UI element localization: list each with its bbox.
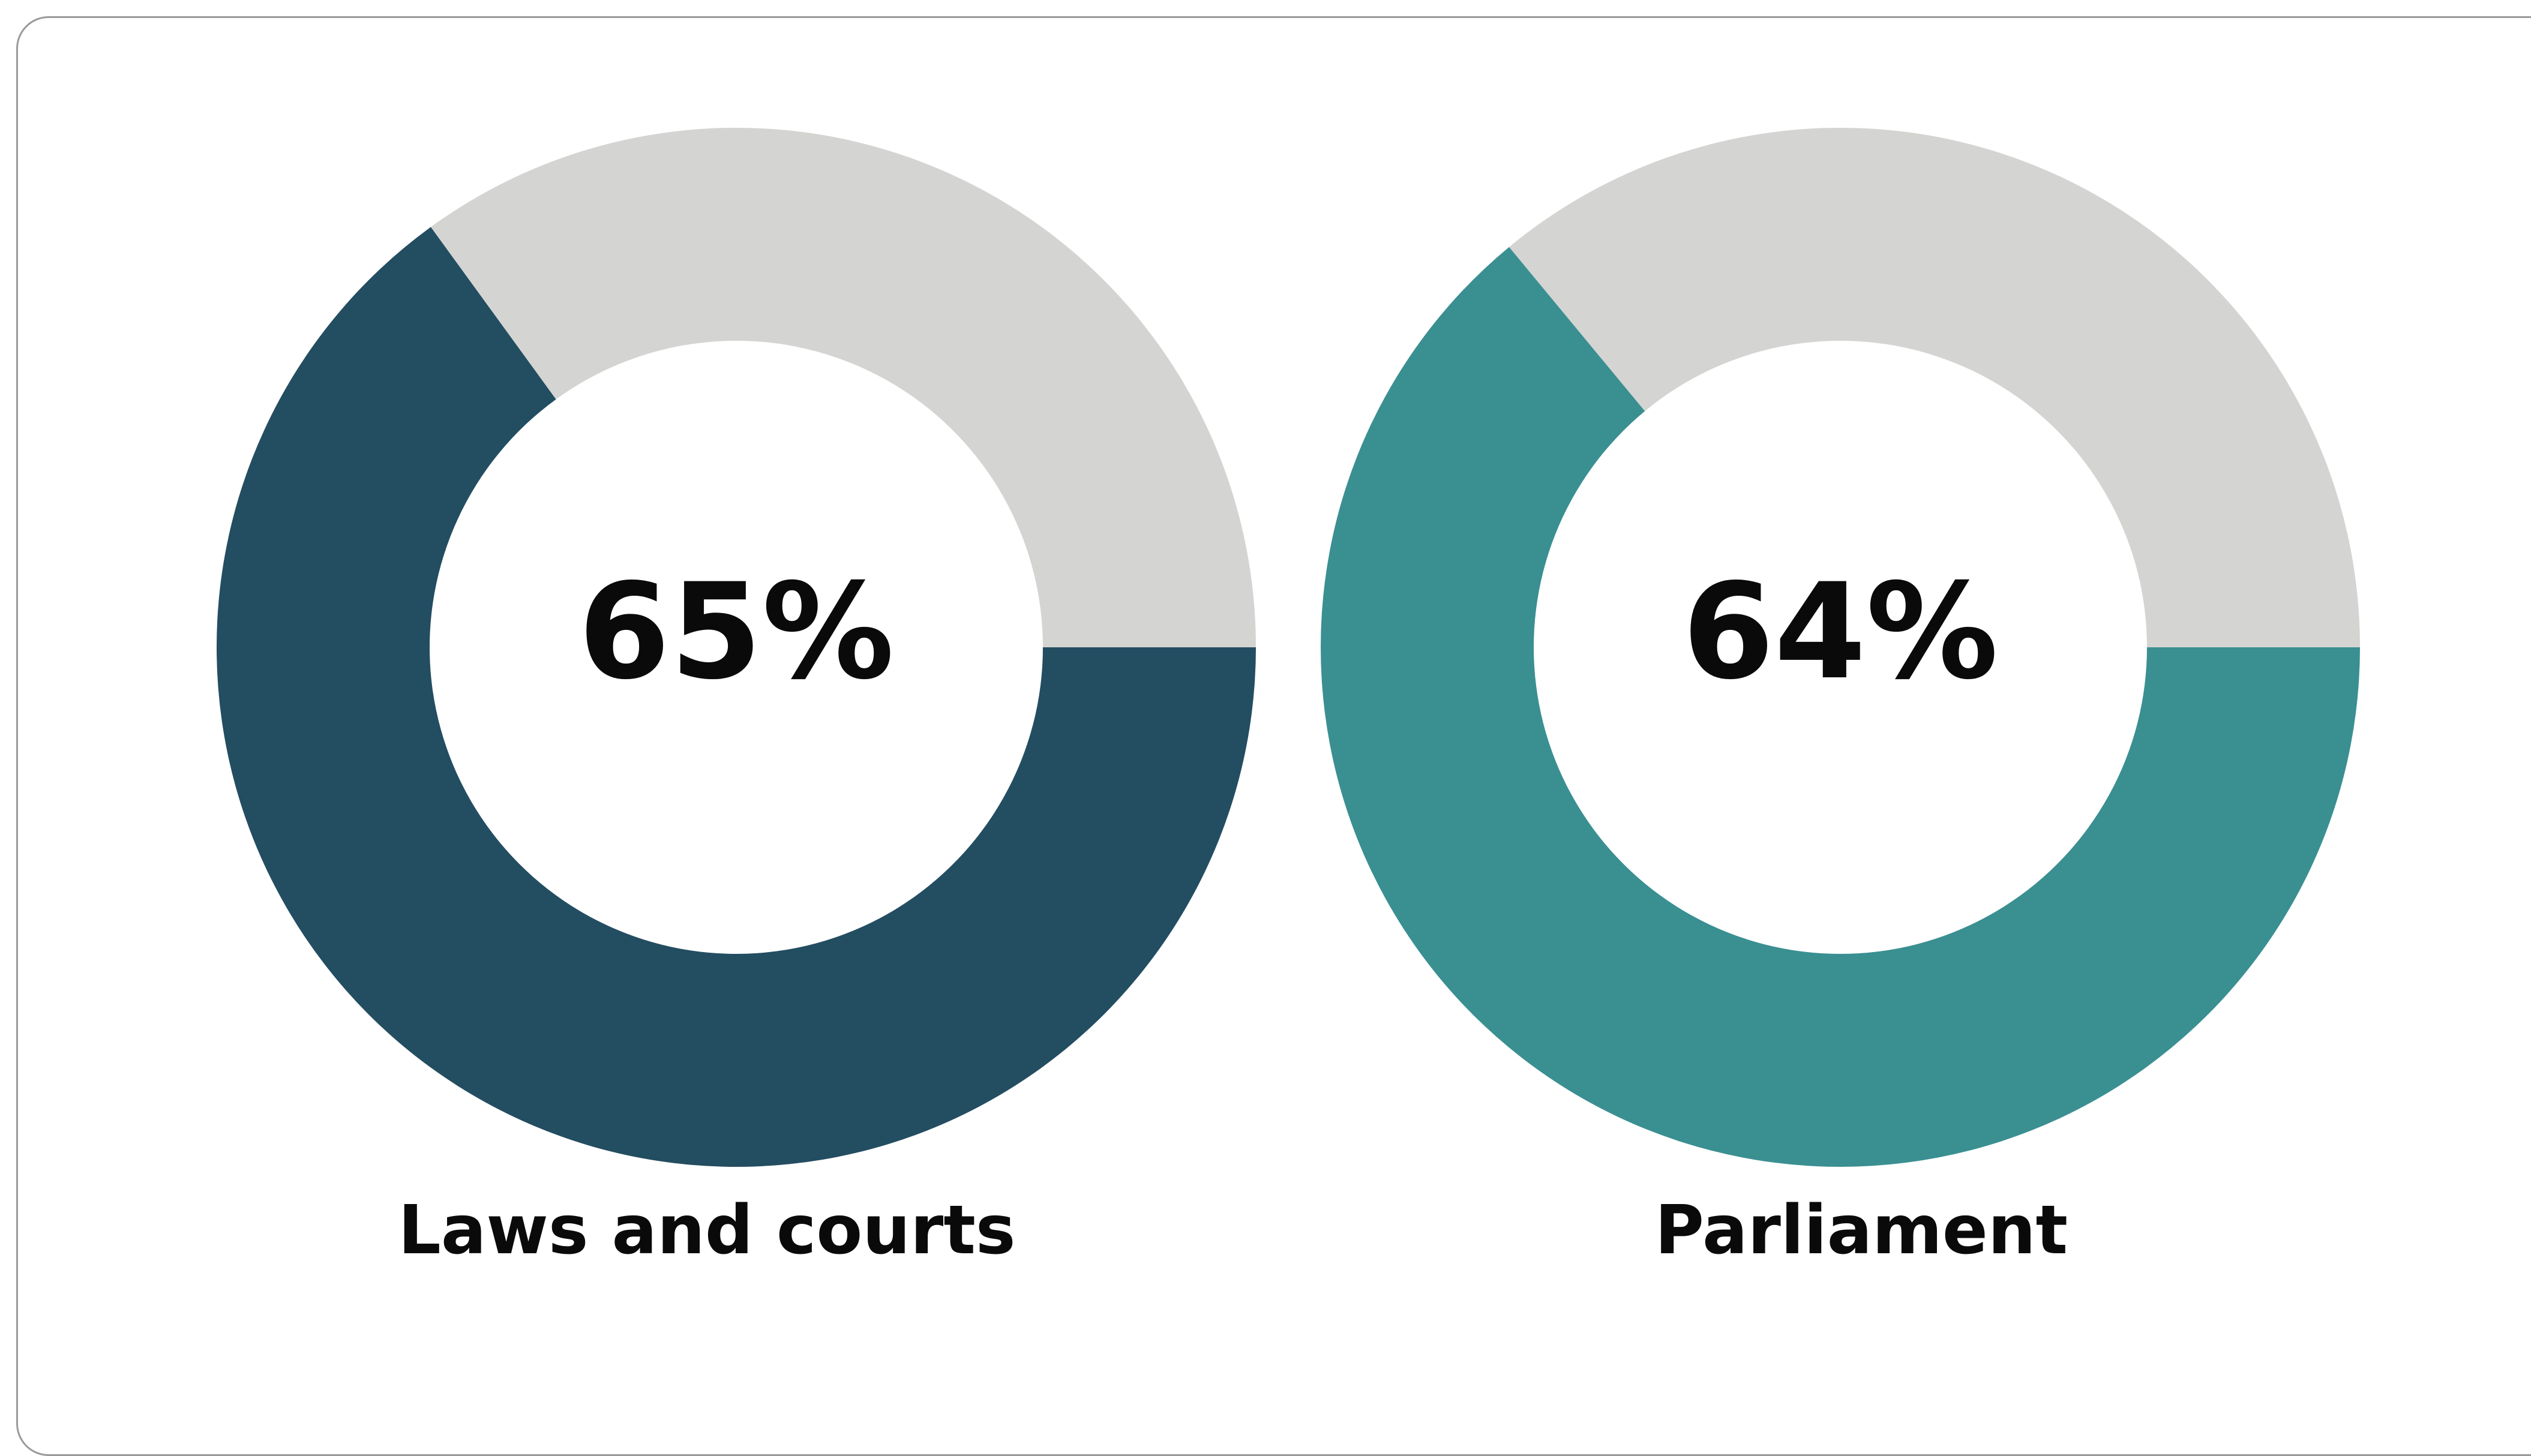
donut-segment [1509, 128, 2360, 648]
page: {"chart_data": [ {"type": "donut", "labe… [16, 16, 2531, 1456]
center-value: 64% [1683, 555, 1999, 709]
chart-label: Parliament [1655, 1191, 2068, 1269]
donut-segment [1320, 247, 2360, 1167]
center-value: 65% [578, 555, 895, 709]
chart-label: Laws and courts [398, 1191, 1015, 1269]
donut-segment [430, 128, 1256, 648]
donut-segment [216, 227, 1256, 1167]
chart: 65% Laws and courts 64% Parliament [216, 128, 2360, 1269]
